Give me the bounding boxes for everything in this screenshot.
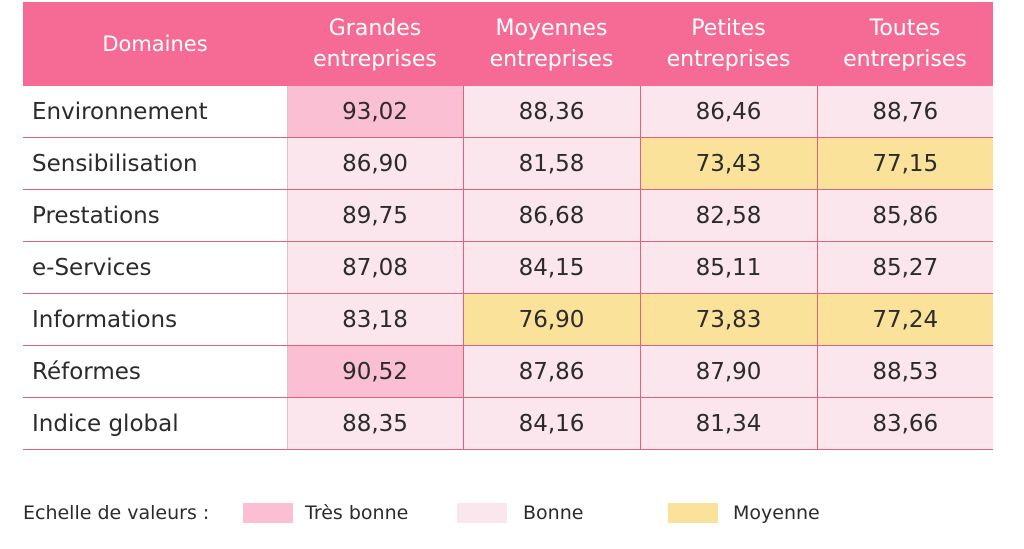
legend-title: Echelle de valeurs : — [23, 502, 210, 524]
value-cell: 86,46 — [639, 86, 817, 138]
header-domaines: Domaines — [23, 2, 287, 86]
value-cell: 87,86 — [462, 345, 640, 398]
value-cell: 77,15 — [816, 137, 993, 190]
table-row: Environnement 93,02 88,36 86,46 88,76 — [23, 86, 993, 138]
value-cell: 82,58 — [639, 189, 817, 242]
header-moyennes-entreprises: Moyennes entreprises — [463, 2, 640, 86]
value-cell: 85,86 — [816, 189, 993, 242]
legend-swatch-bonne — [457, 503, 507, 523]
header-toutes-entreprises: Toutes entreprises — [817, 2, 993, 86]
header-toutes-line-1: Toutes — [869, 16, 941, 41]
legend-swatch-tres-bonne — [243, 503, 293, 523]
header-moyennes-line-2: entreprises — [489, 47, 614, 72]
legend-label-tres-bonne: Très bonne — [305, 502, 409, 524]
row-label: Indice global — [23, 397, 288, 450]
value-cell: 85,11 — [639, 241, 817, 294]
value-cell: 84,15 — [462, 241, 640, 294]
header-toutes-line-2: entreprises — [843, 47, 967, 72]
value-cell: 88,53 — [816, 345, 993, 398]
header-grandes-entreprises: Grandes entreprises — [287, 2, 463, 86]
value-cell: 81,34 — [639, 397, 817, 450]
row-label: Sensibilisation — [23, 137, 288, 190]
value-cell: 83,18 — [287, 293, 463, 346]
value-cell: 73,43 — [639, 137, 817, 190]
header-moyennes-line-1: Moyennes — [495, 16, 608, 41]
value-cell: 84,16 — [462, 397, 640, 450]
header-petites-line-2: entreprises — [666, 47, 791, 72]
table-row: Prestations 89,75 86,68 82,58 85,86 — [23, 189, 993, 242]
table-row: e-Services 87,08 84,15 85,11 85,27 — [23, 241, 993, 294]
value-cell: 87,08 — [287, 241, 463, 294]
header-petites-line-1: Petites — [691, 16, 766, 41]
table-row: Réformes 90,52 87,86 87,90 88,53 — [23, 345, 993, 398]
value-cell: 93,02 — [287, 86, 463, 138]
table-row: Informations 83,18 76,90 73,83 77,24 — [23, 293, 993, 346]
value-cell: 76,90 — [462, 293, 640, 346]
row-label: Environnement — [23, 86, 288, 138]
value-cell: 77,24 — [816, 293, 993, 346]
value-cell: 86,90 — [287, 137, 463, 190]
table-row: Indice global 88,35 84,16 81,34 83,66 — [23, 397, 993, 450]
legend: Echelle de valeurs : Très bonne Bonne Mo… — [23, 500, 1003, 528]
value-cell: 90,52 — [287, 345, 463, 398]
row-label: Réformes — [23, 345, 288, 398]
header-domaines-line-1: Domaines — [102, 31, 208, 56]
value-cell: 89,75 — [287, 189, 463, 242]
legend-label-bonne: Bonne — [523, 502, 584, 524]
row-label: Informations — [23, 293, 288, 346]
value-cell: 86,68 — [462, 189, 640, 242]
header-petites-entreprises: Petites entreprises — [640, 2, 817, 86]
header-grandes-line-1: Grandes — [328, 16, 422, 41]
value-cell: 88,76 — [816, 86, 993, 138]
value-cell: 87,90 — [639, 345, 817, 398]
header-grandes-line-2: entreprises — [313, 47, 437, 72]
table-row: Sensibilisation 86,90 81,58 73,43 77,15 — [23, 137, 993, 190]
value-cell: 88,35 — [287, 397, 463, 450]
value-cell: 81,58 — [462, 137, 640, 190]
header-row: Domaines Grandes entreprises Moyennes en… — [23, 2, 993, 86]
value-cell: 85,27 — [816, 241, 993, 294]
row-label: e-Services — [23, 241, 288, 294]
value-cell: 83,66 — [816, 397, 993, 450]
value-cell: 88,36 — [462, 86, 640, 138]
scores-table: Domaines Grandes entreprises Moyennes en… — [23, 2, 993, 450]
value-cell: 73,83 — [639, 293, 817, 346]
legend-swatch-moyenne — [668, 503, 718, 523]
table-body: Environnement 93,02 88,36 86,46 88,76 Sensibi… — [23, 86, 993, 450]
row-label: Prestations — [23, 189, 288, 242]
legend-label-moyenne: Moyenne — [733, 502, 820, 524]
